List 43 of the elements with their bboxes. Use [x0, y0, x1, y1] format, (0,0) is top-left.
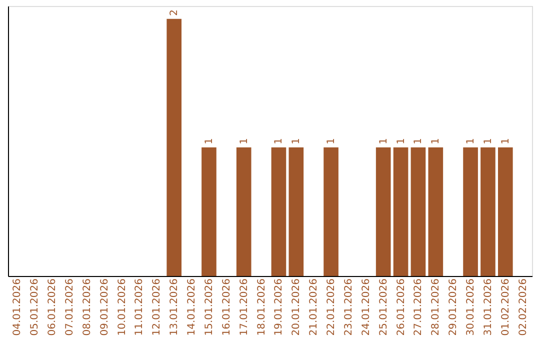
data-label: 1 [238, 138, 250, 144]
x-tick-label: 01.02.2026 [500, 278, 512, 336]
x-tick-label: 26.01.2026 [396, 278, 407, 336]
x-tick-label: 15.01.2026 [204, 278, 215, 336]
data-label: 1 [500, 138, 512, 144]
x-tick-label: 25.01.2026 [378, 278, 390, 336]
x-tick-label: 29.01.2026 [448, 278, 460, 336]
data-label: 1 [466, 138, 477, 144]
data-label: 1 [291, 138, 302, 144]
data-label: 1 [326, 138, 338, 144]
x-tick-label: 31.01.2026 [482, 278, 494, 336]
x-tick-label: 12.01.2026 [152, 278, 163, 336]
x-tick-label: 17.01.2026 [238, 278, 250, 336]
x-tick-label: 10.01.2026 [116, 278, 128, 336]
x-tick-label: 05.01.2026 [30, 278, 41, 336]
x-tick-label: 20.01.2026 [291, 278, 302, 336]
x-tick-label: 06.01.2026 [47, 278, 58, 336]
x-tick-label: 28.01.2026 [430, 278, 442, 336]
x-tick-label: 19.01.2026 [274, 278, 285, 336]
data-label: 2 [169, 9, 180, 16]
data-label: 1 [378, 138, 390, 144]
x-tick-label: 14.01.2026 [186, 278, 198, 336]
data-label: 1 [413, 138, 424, 144]
data-label: 1 [396, 138, 407, 144]
x-tick-label: 27.01.2026 [413, 278, 424, 336]
x-tick-label: 02.02.2026 [518, 278, 529, 336]
x-tick-label: 22.01.2026 [326, 278, 338, 336]
data-label: 1 [482, 138, 494, 144]
data-label: 1 [274, 138, 285, 144]
x-tick-label: 11.01.2026 [134, 278, 146, 336]
x-tick-label: 04.01.2026 [12, 278, 24, 336]
x-tick-label: 13.01.2026 [169, 278, 180, 336]
x-tick-label: 30.01.2026 [466, 278, 477, 336]
x-tick-label: 08.01.2026 [82, 278, 93, 336]
x-tick-label: 24.01.2026 [360, 278, 372, 336]
x-tick-label: 09.01.2026 [99, 278, 110, 336]
x-tick-label: 21.01.2026 [308, 278, 320, 336]
x-tick-label: 23.01.2026 [343, 278, 354, 336]
x-tick-label: 16.01.2026 [221, 278, 232, 336]
data-label: 1 [204, 138, 215, 144]
x-tick-label: 18.01.2026 [256, 278, 268, 336]
data-label: 1 [430, 138, 442, 144]
x-tick-label: 07.01.2026 [64, 278, 76, 336]
